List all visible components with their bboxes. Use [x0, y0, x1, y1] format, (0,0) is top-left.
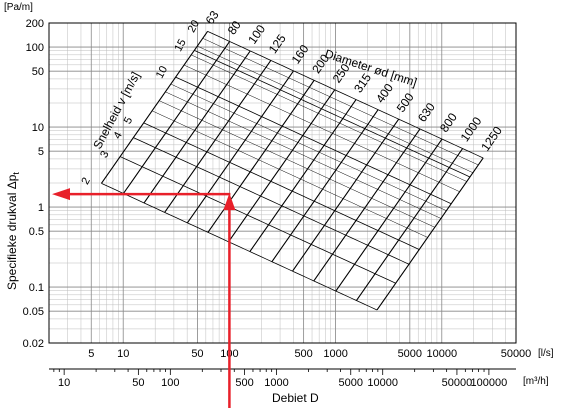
x-tick-label: 5 — [88, 348, 94, 360]
velocity-label: 5 — [122, 115, 135, 126]
velocity-line — [197, 45, 473, 173]
velocity-label: 15 — [172, 37, 188, 53]
y-axis-title-main: Specifieke drukval Δp — [5, 174, 19, 290]
x2-unit-label: [m³/h] — [523, 376, 549, 387]
diameter-label: 80 — [225, 18, 244, 37]
velocity-line — [119, 156, 396, 284]
y-tick-label: 10 — [32, 122, 44, 134]
x2-tick-label: 10 — [58, 377, 70, 389]
x2-tick-label: 1000 — [264, 377, 288, 389]
y-tick-label: 0.05 — [23, 306, 44, 318]
y-tick-label: 5 — [38, 146, 44, 158]
x2-tick-label: 5000 — [339, 377, 363, 389]
diameter-label: 125 — [266, 31, 289, 56]
diameter-line — [292, 118, 400, 272]
diameter-label: 160 — [289, 42, 312, 67]
velocity-line — [170, 83, 447, 211]
x-tick-label: 50 — [191, 348, 203, 360]
example-arrow-left — [52, 188, 70, 201]
velocity-label: 4 — [111, 130, 124, 141]
diameter-line — [335, 138, 443, 292]
x-tick-label: 50000 — [501, 348, 532, 360]
velocity-line — [194, 49, 471, 178]
diameter-label: 500 — [394, 90, 417, 115]
x-unit-label: [l/s] — [538, 348, 554, 359]
velocity-line — [165, 91, 442, 219]
velocity-line — [101, 182, 378, 311]
diameter-line — [186, 70, 295, 224]
velocity-label: 2 — [79, 176, 92, 187]
diameter-line — [355, 148, 464, 301]
velocity-line — [207, 30, 484, 159]
x2-tick-label: 100 — [161, 377, 179, 389]
diameter-label: 400 — [373, 81, 396, 106]
diameter-line — [164, 60, 272, 213]
diameter-line — [143, 50, 251, 204]
x-tick-label: 5000 — [398, 348, 422, 360]
velocity-label: 3 — [98, 149, 111, 160]
example-reading — [52, 188, 236, 408]
velocity-label: 20 — [186, 18, 202, 34]
velocity-label: 10 — [154, 64, 170, 80]
diameter-line — [376, 157, 484, 311]
y-tick-label: 0.5 — [29, 226, 44, 238]
diameter-line — [100, 31, 209, 184]
velocity-line — [191, 54, 467, 182]
x2-tick-label: 50000 — [442, 377, 473, 389]
diameter-label: 1250 — [478, 124, 505, 154]
velocity-line — [175, 76, 452, 205]
plot-frame — [48, 22, 517, 344]
diameter-line — [313, 128, 421, 282]
y-tick-label: 0.02 — [23, 338, 44, 350]
diameter-label: 800 — [437, 110, 460, 135]
x-tick-label: 500 — [294, 348, 312, 360]
velocity-line — [202, 38, 479, 166]
velocity-line — [159, 100, 435, 228]
x-tick-label: 10 — [117, 348, 129, 360]
x2-tick-label: 100000 — [471, 377, 508, 389]
example-arrow-up — [223, 193, 236, 211]
y-axis-ticks: 200 100 50 10 5 1 0.5 0.1 0.05 0.02 — [23, 18, 44, 350]
diameter-line — [271, 109, 379, 262]
y-tick-label: 200 — [26, 18, 44, 30]
y-tick-label: 0.1 — [29, 282, 44, 294]
x-tick-label: 10000 — [426, 348, 457, 360]
y-tick-label: 50 — [32, 66, 44, 78]
y-unit-label: [Pa/m] — [4, 2, 33, 13]
x-tick-label: 1000 — [323, 348, 347, 360]
velocity-line — [133, 137, 410, 265]
x-axis-title: Debiet D — [272, 391, 319, 405]
x2-tick-label: 500 — [235, 377, 253, 389]
diameter-line — [249, 99, 357, 252]
y-tick-label: 1 — [38, 202, 44, 214]
velocity-line — [183, 64, 460, 192]
y-tick-label: 100 — [26, 42, 44, 54]
x2-tick-label: 50 — [132, 377, 144, 389]
x2-tick-label: 10000 — [367, 377, 398, 389]
y-axis-title-subscript: t — [11, 172, 21, 175]
nomogram-lines — [100, 30, 484, 311]
velocity-line — [143, 122, 420, 250]
diameter-label: 100 — [245, 22, 268, 47]
velocity-line — [151, 110, 428, 238]
diameter-line — [123, 41, 231, 194]
y-axis-title: Specifieke drukval Δpt — [5, 172, 21, 290]
x-axis-ticks: 51050100500100050001000050000 — [88, 348, 531, 360]
diameter-line — [228, 89, 336, 243]
